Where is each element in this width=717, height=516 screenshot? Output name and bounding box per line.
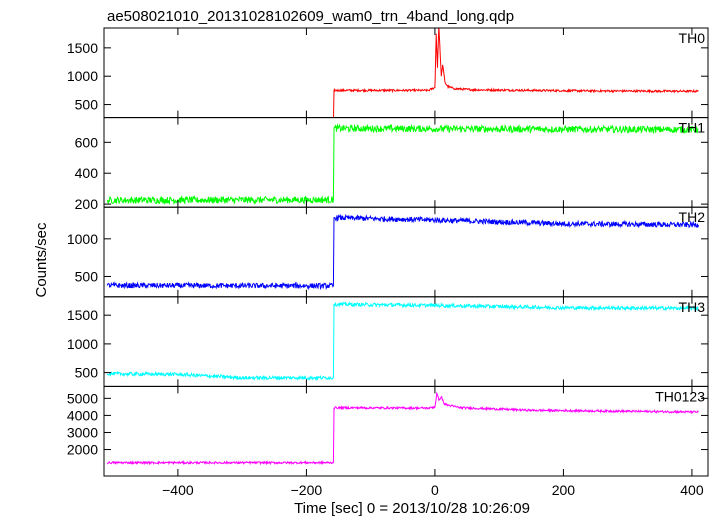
y-axis-label: Counts/sec [33, 222, 50, 298]
panel-label: TH3 [679, 299, 706, 315]
x-axis-label: Time [sec] 0 = 2013/10/28 10:26:09 [294, 500, 530, 516]
y-tick-label: 5000 [67, 390, 98, 406]
y-tick-label: 1500 [67, 40, 98, 56]
y-tick-label: 1500 [67, 307, 98, 323]
panel-label: TH0123 [655, 388, 705, 404]
series-th0 [333, 28, 699, 118]
panel-th1: 200 400 600 TH1 [75, 117, 709, 212]
panel-label: TH0 [679, 30, 706, 46]
x-tick-label: −400 [162, 482, 194, 498]
panels: 500 1000 1500 TH0 200 400 600 TH1 500 1000 TH2 500 1… [67, 27, 709, 477]
x-tick-label: 200 [552, 482, 576, 498]
series-th3 [106, 300, 699, 382]
y-tick-label: 1000 [67, 336, 98, 352]
panel-th0: 500 1000 1500 TH0 [67, 27, 709, 119]
y-tick-label: 1000 [67, 231, 98, 247]
x-tick-label: 400 [680, 482, 704, 498]
series-th0123 [106, 391, 699, 466]
panel-frame [103, 385, 709, 477]
y-tick-label: 500 [75, 268, 99, 284]
x-tick-label: 0 [431, 482, 439, 498]
series-th1 [106, 123, 699, 206]
x-tick-label: −200 [291, 482, 323, 498]
y-tick-label: 600 [75, 134, 99, 150]
panel-frame [103, 27, 709, 119]
panel-th2: 500 1000 TH2 [67, 206, 709, 298]
y-tick-label: 500 [75, 97, 99, 113]
y-tick-label: 200 [75, 196, 99, 212]
chart-title: ae508021010_20131028102609_wam0_trn_4ban… [107, 8, 514, 25]
series-th2 [106, 213, 699, 291]
x-axis: −400 −200 0 200 400 [162, 482, 704, 498]
y-tick-label: 500 [75, 365, 99, 381]
y-tick-label: 4000 [67, 407, 98, 423]
y-tick-label: 1000 [67, 68, 98, 84]
y-tick-label: 3000 [67, 424, 98, 440]
y-tick-label: 400 [75, 165, 99, 181]
panel-label: TH2 [679, 209, 706, 225]
panel-th3: 500 1000 1500 TH3 [67, 296, 709, 387]
y-tick-label: 2000 [67, 442, 98, 458]
panel-label: TH1 [679, 120, 706, 136]
panel-frame [103, 296, 709, 387]
